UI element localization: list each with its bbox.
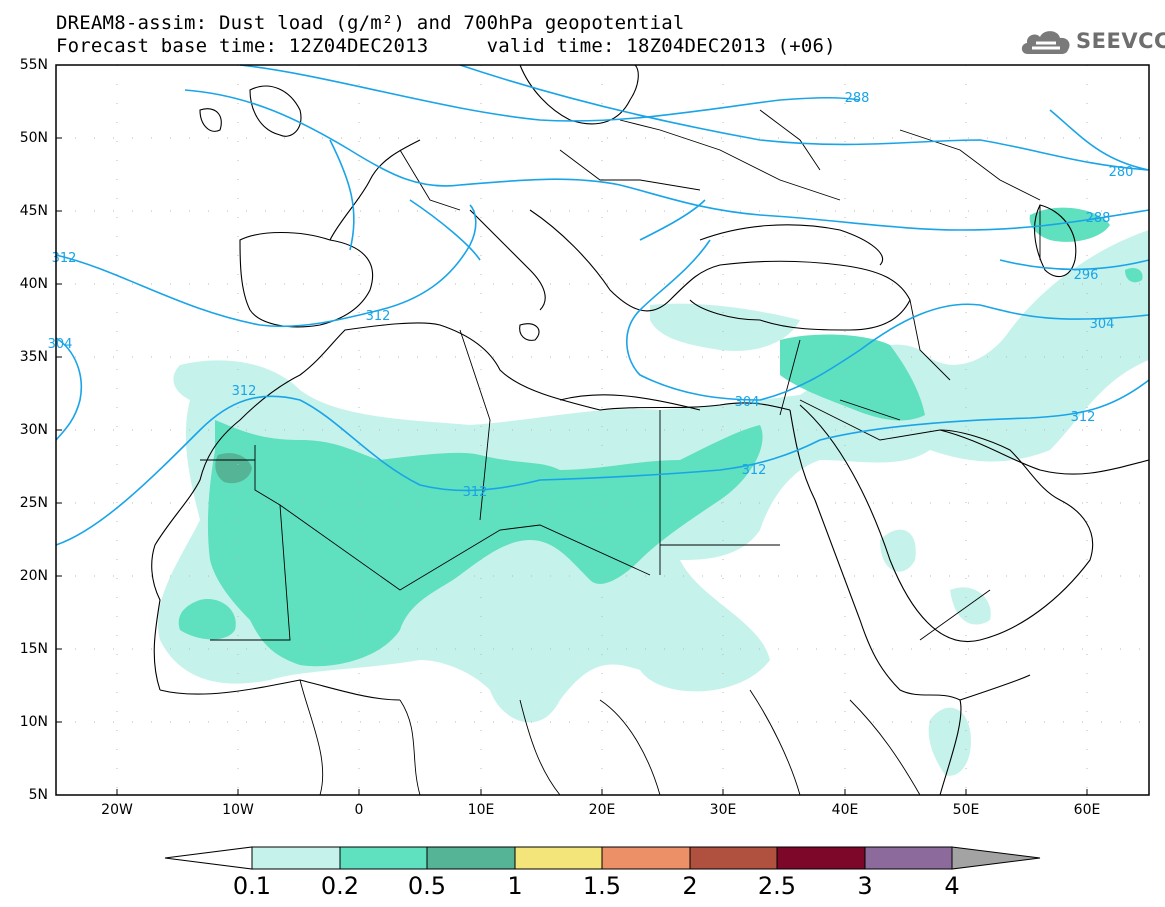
colorbar-label: 0.5 [407,872,447,900]
lat-label: 40N [19,276,48,292]
lat-label: 30N [19,422,48,438]
lat-label: 5N [28,787,48,803]
lat-label: 35N [19,349,48,365]
lat-label: 10N [19,714,48,730]
dust-layer-high [215,453,252,484]
lon-label: 0 [354,802,364,818]
lon-label: 30E [709,802,737,818]
lat-label: 50N [19,130,48,146]
lat-label: 45N [19,203,48,219]
colorbar-swatch [776,846,866,870]
colorbar-swatch [601,846,691,870]
contour-label: 312 [366,309,391,324]
lon-label: 40E [831,802,859,818]
colorbar-label: 0.1 [232,872,272,900]
lon-label: 50E [952,802,980,818]
contour-label: 312 [742,463,767,478]
contour-label: 304 [1090,317,1115,332]
colorbar-under-arrow [164,846,253,870]
lon-label: 60E [1073,802,1101,818]
lat-label: 20N [19,568,48,584]
borders [200,109,1041,796]
contour-label: 312 [232,384,257,399]
lon-label: 20W [101,802,133,818]
lon-label: 20E [588,802,616,818]
contour-label: 312 [463,485,488,500]
contour-label: 304 [48,337,73,352]
map-title: DREAM8-assim: Dust load (g/m²) and 700hP… [56,12,685,34]
coastlines [151,64,1150,796]
lat-label: 15N [19,641,48,657]
lat-label: 25N [19,495,48,511]
colorbar-over-arrow [951,846,1041,870]
colorbar-label: 2 [682,872,698,900]
contour-label: 288 [1086,211,1111,226]
colorbar-label: 2.5 [757,872,797,900]
geopotential-contours [55,64,1150,546]
contour-label: 296 [1074,268,1099,283]
seevccc-logo: SEEVCCC [1018,26,1165,58]
contour-label: 312 [52,251,77,266]
colorbar-swatch [251,846,341,870]
contour-label: 304 [735,395,760,410]
lon-label: 10E [467,802,495,818]
map-subtitle: Forecast base time: 12Z04DEC2013 valid t… [56,35,836,57]
colorbar-label: 0.2 [320,872,360,900]
contour-label: 312 [1071,410,1096,425]
colorbar [164,846,1041,870]
colorbar-label: 3 [857,872,873,900]
contour-label: 288 [845,91,870,106]
axis-ticks [56,137,1088,795]
lat-label: 55N [19,57,48,73]
dust-layer-medium [178,207,1143,667]
contour-labels: 288 280 288 296 304 312 312 312 312 312 … [48,91,1134,500]
cloud-icon [1021,31,1070,54]
logo-text: SEEVCCC [1076,29,1165,53]
colorbar-swatch [864,846,953,870]
lon-label: 10W [222,802,254,818]
colorbar-swatch [426,846,516,870]
contour-label: 280 [1109,165,1134,180]
colorbar-label: 1.5 [582,872,622,900]
colorbar-label: 4 [944,872,960,900]
colorbar-label: 1 [507,872,523,900]
colorbar-swatch [689,846,778,870]
colorbar-swatch [339,846,428,870]
graticule [56,65,1149,795]
colorbar-swatch [514,846,603,870]
